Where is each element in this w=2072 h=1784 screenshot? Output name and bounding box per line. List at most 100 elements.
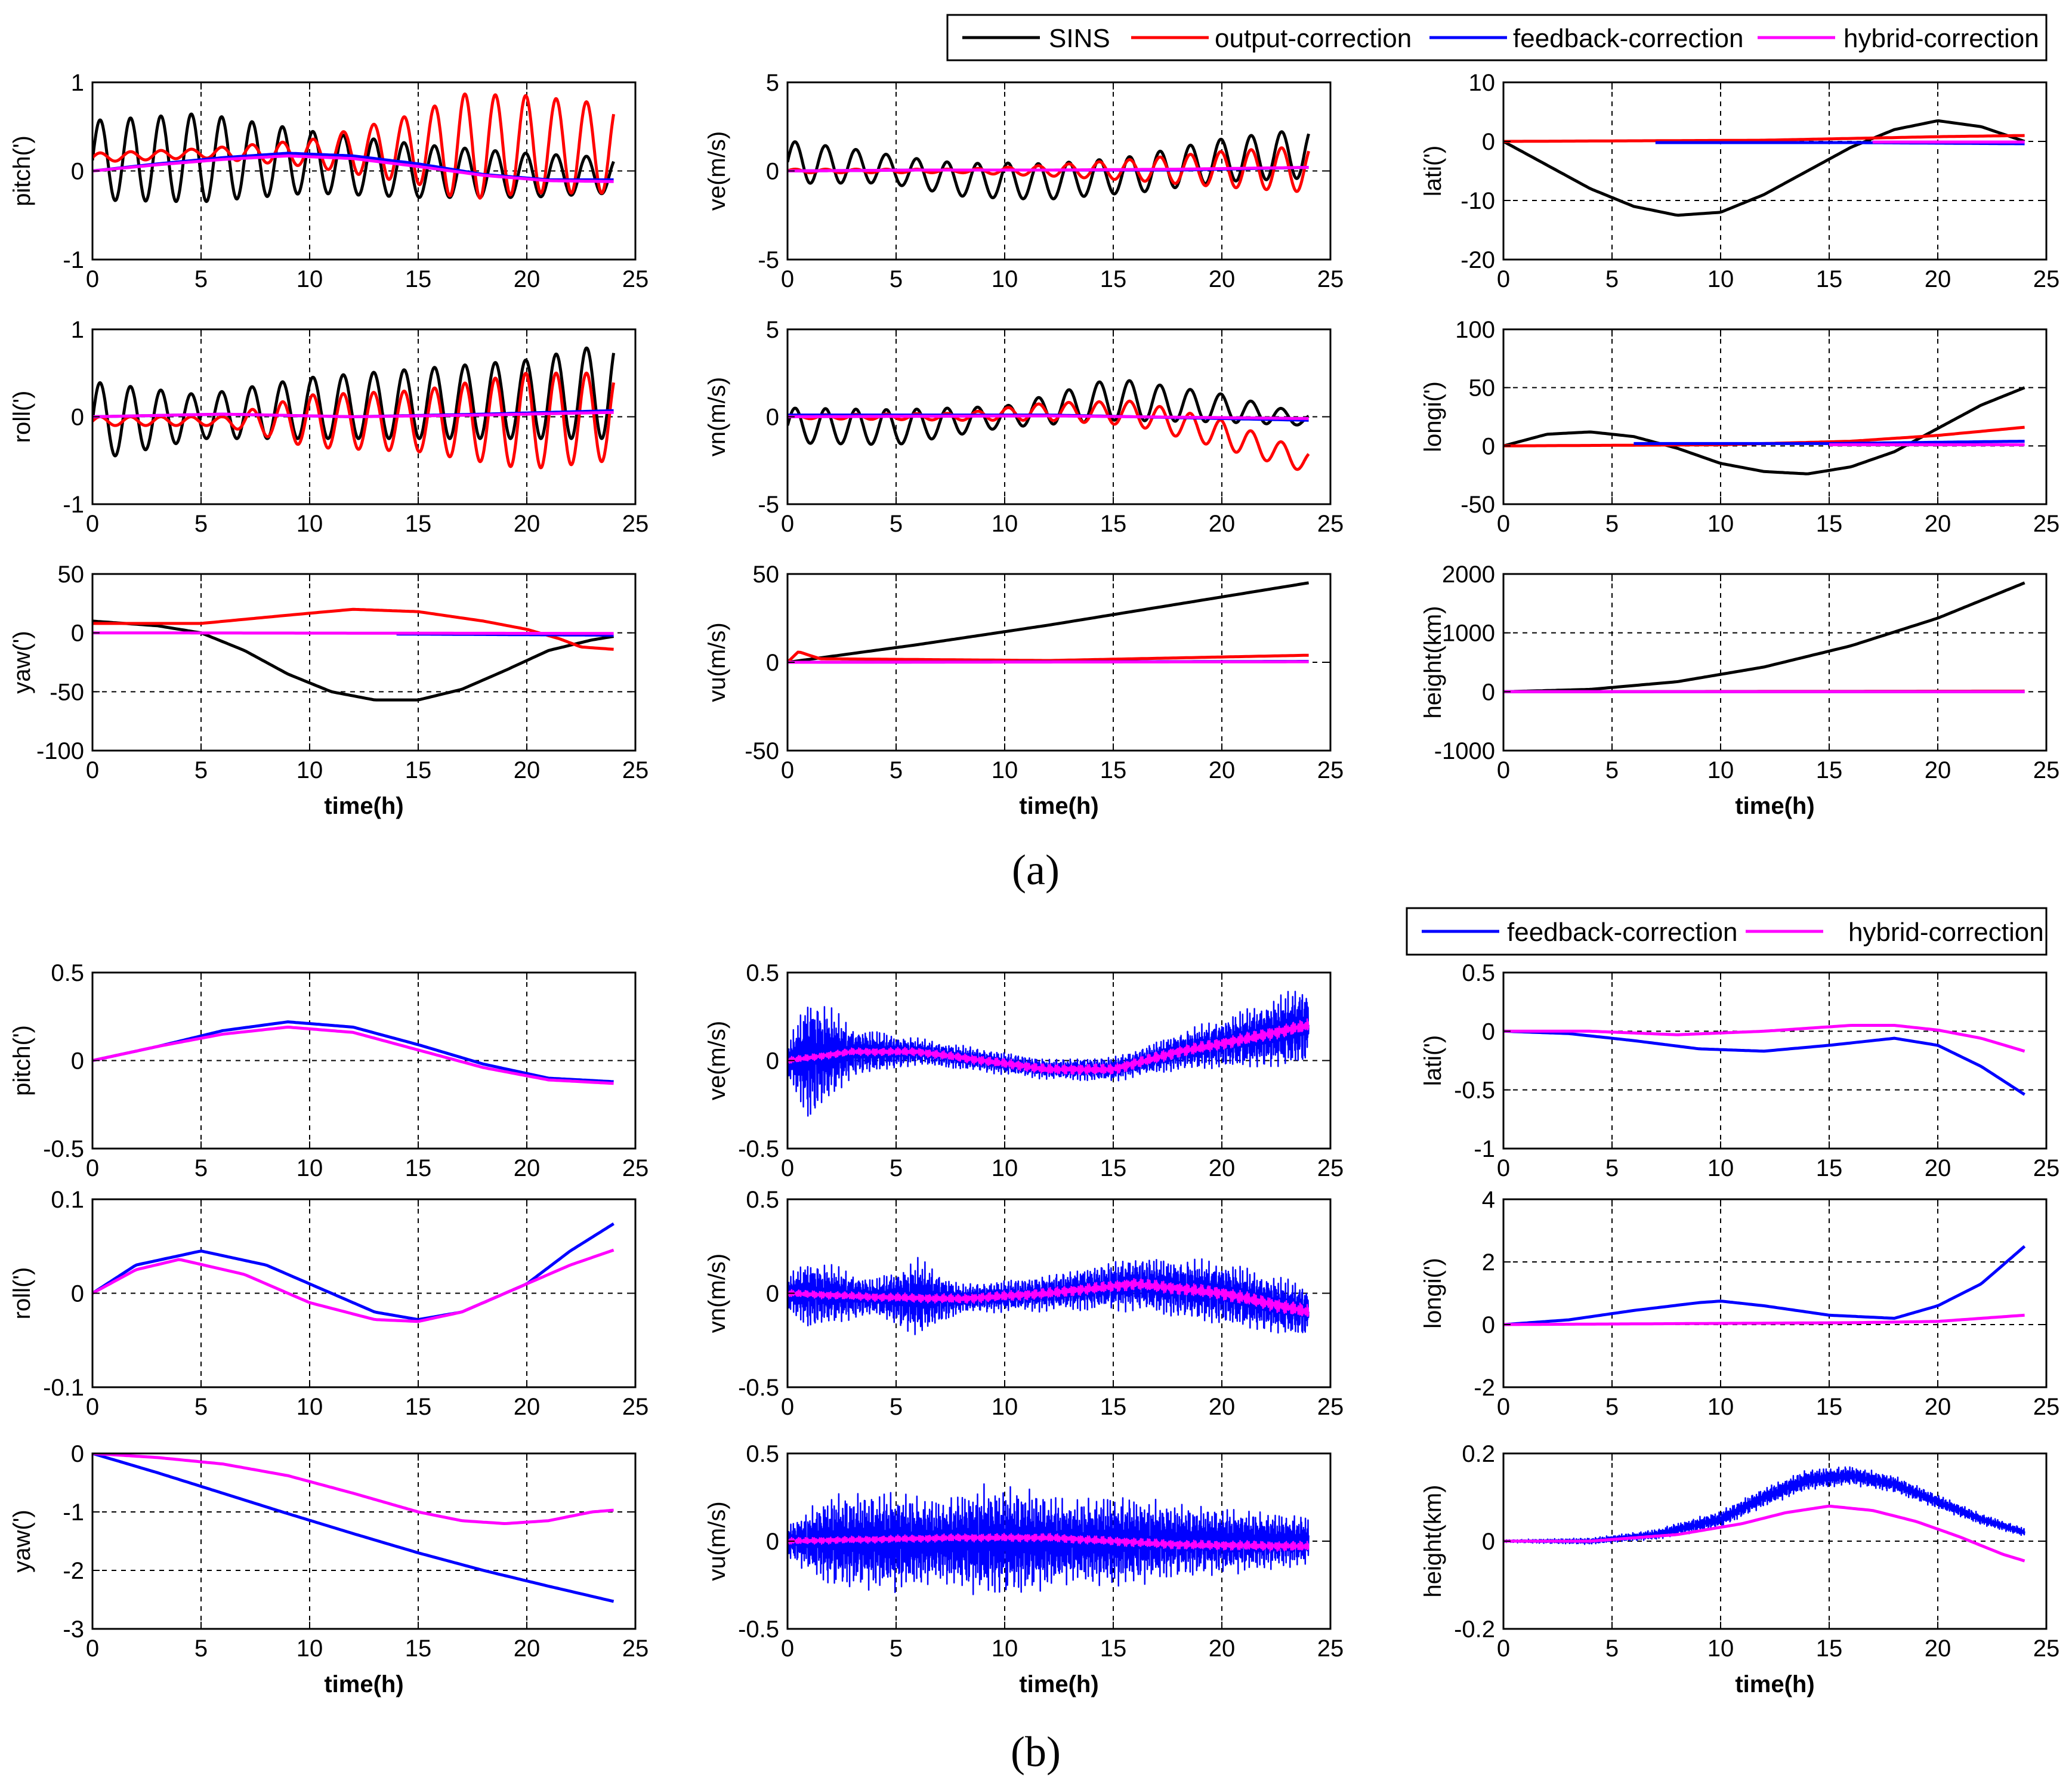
x-tick-label: 5 (194, 266, 208, 292)
y-tick-label: -2 (1474, 1375, 1495, 1401)
series-SINS (788, 581, 1309, 664)
x-tick-label: 20 (1209, 266, 1236, 292)
y-tick-label: -0.5 (1454, 1078, 1495, 1104)
axes-frame (1502, 328, 2048, 505)
subplot-b-yaw: 0 5 10 15 20 25 -3 -2 -1 0 yaw(') time(h) (9, 1441, 649, 1697)
legend-a-entry: output-correction (1131, 24, 1412, 53)
y-axis-label: roll(') (9, 1267, 35, 1320)
y-axis-label: vn(m/s) (704, 1254, 730, 1333)
x-tick-label: 10 (992, 757, 1018, 783)
axes-frame (1502, 971, 2048, 1150)
x-tick-label: 0 (1497, 266, 1510, 292)
series-hybrid-correction (92, 631, 614, 635)
x-tick-label: 25 (2033, 757, 2060, 783)
x-tick-label: 20 (1209, 1635, 1236, 1662)
series-hybrid-correction (1503, 1313, 2025, 1326)
x-tick-label: 15 (1816, 266, 1843, 292)
y-tick-label: -2 (63, 1558, 84, 1584)
plot-area (1503, 574, 2046, 751)
subplot-a-height: 0 5 10 15 20 25-1000010002000height(km)time(h… (1420, 561, 2059, 819)
x-tick-label: 25 (1317, 1394, 1344, 1420)
y-tick-label: -50 (745, 738, 779, 764)
series-hybrid-correction (92, 1248, 615, 1323)
x-tick-label: 10 (992, 511, 1018, 537)
y-tick-label: 4 (1482, 1187, 1495, 1213)
x-tick-label: 15 (1816, 1635, 1843, 1662)
y-axis-label: height(km) (1420, 606, 1446, 719)
y-tick-label: 1 (71, 70, 84, 96)
x-tick-label: 15 (405, 1635, 432, 1662)
series-feedback-correction (1503, 1029, 2025, 1096)
x-tick-label: 25 (622, 1635, 649, 1662)
x-tick-label: 20 (1925, 1155, 1951, 1181)
x-tick-label: 15 (1100, 1394, 1127, 1420)
y-tick-label: -0.5 (738, 1375, 779, 1401)
x-tick-label: 25 (2033, 1394, 2060, 1420)
y-tick-label: 10 (1469, 70, 1496, 96)
series-hybrid-correction (92, 1453, 614, 1525)
x-tick-label: 5 (890, 757, 903, 783)
x-tick-label: 20 (1209, 511, 1236, 537)
x-tick-label: 10 (992, 1155, 1018, 1181)
series-SINS (92, 112, 615, 203)
legend-a-entry: feedback-correction (1429, 24, 1743, 53)
series-group (92, 1453, 615, 1603)
series-output-correction (1503, 134, 2025, 143)
subplot-a-lati: 0 5 10 15 20 25 -20 -10 0 10 lati(') (1420, 70, 2059, 292)
y-tick-label: -50 (1460, 492, 1495, 518)
x-tick-label: 0 (781, 1394, 794, 1420)
y-tick-label: 50 (753, 561, 780, 588)
x-tick-label: 20 (1925, 757, 1951, 783)
x-tick-label: 10 (297, 757, 323, 783)
x-tick-label: 0 (781, 1635, 794, 1662)
x-tick-label: 5 (1605, 757, 1619, 783)
y-tick-label: -0.5 (738, 1136, 779, 1162)
x-tick-label: 5 (194, 1394, 208, 1420)
series-hybrid-correction (788, 1532, 1310, 1552)
y-tick-label: -5 (758, 247, 779, 273)
x-tick-label: 5 (890, 511, 903, 537)
x-tick-label: 0 (781, 757, 794, 783)
y-tick-label: -1 (1474, 1136, 1495, 1162)
legend-b-entry: feedback-correction (1422, 918, 1737, 947)
x-tick-label: 10 (1707, 1394, 1734, 1420)
subplot-b-vu: 0 5 10 15 20 25-0.500.5vu(m/s)time(h) (704, 1441, 1344, 1697)
y-tick-label: -50 (50, 679, 84, 705)
series-group (788, 581, 1309, 664)
x-tick-label: 15 (1100, 511, 1127, 537)
series-group (788, 379, 1310, 471)
series-SINS (788, 130, 1310, 200)
series-group (1503, 581, 2025, 693)
y-tick-label: -1 (63, 492, 84, 518)
y-axis-label: yaw(') (9, 631, 35, 693)
legend-b: feedback-correction hybrid-correction (1406, 907, 2048, 956)
y-axis-label: yaw(') (9, 1510, 35, 1572)
x-tick-label: 25 (622, 266, 649, 292)
series-output-correction (788, 146, 1310, 193)
x-tick-label: 0 (86, 757, 99, 783)
y-tick-label: 0 (1482, 1529, 1495, 1555)
y-tick-label: -3 (63, 1616, 84, 1643)
series-SINS (1503, 581, 2025, 693)
y-axis-label: longi(') (1420, 381, 1446, 452)
legend-a-entry: hybrid-correction (1758, 24, 2039, 53)
x-tick-label: 25 (2033, 1635, 2060, 1662)
x-tick-label: 5 (890, 1635, 903, 1662)
x-tick-label: 15 (1816, 1394, 1843, 1420)
subplot-b-ve: 0 5 10 15 20 25-0.500.5ve(m/s) (704, 960, 1344, 1181)
axes-frame (1502, 1198, 2048, 1388)
x-tick-label: 20 (514, 757, 541, 783)
series-hybrid-correction (92, 154, 614, 183)
series-group (92, 1222, 615, 1323)
plot-area (92, 574, 635, 751)
series-output-correction (92, 371, 616, 470)
x-tick-label: 0 (86, 1155, 99, 1181)
y-tick-label: -0.5 (738, 1616, 779, 1643)
y-tick-label: 0 (766, 1048, 779, 1075)
x-tick-label: 15 (405, 1155, 432, 1181)
x-tick-label: 25 (1317, 266, 1344, 292)
x-tick-label: 10 (1707, 511, 1734, 537)
